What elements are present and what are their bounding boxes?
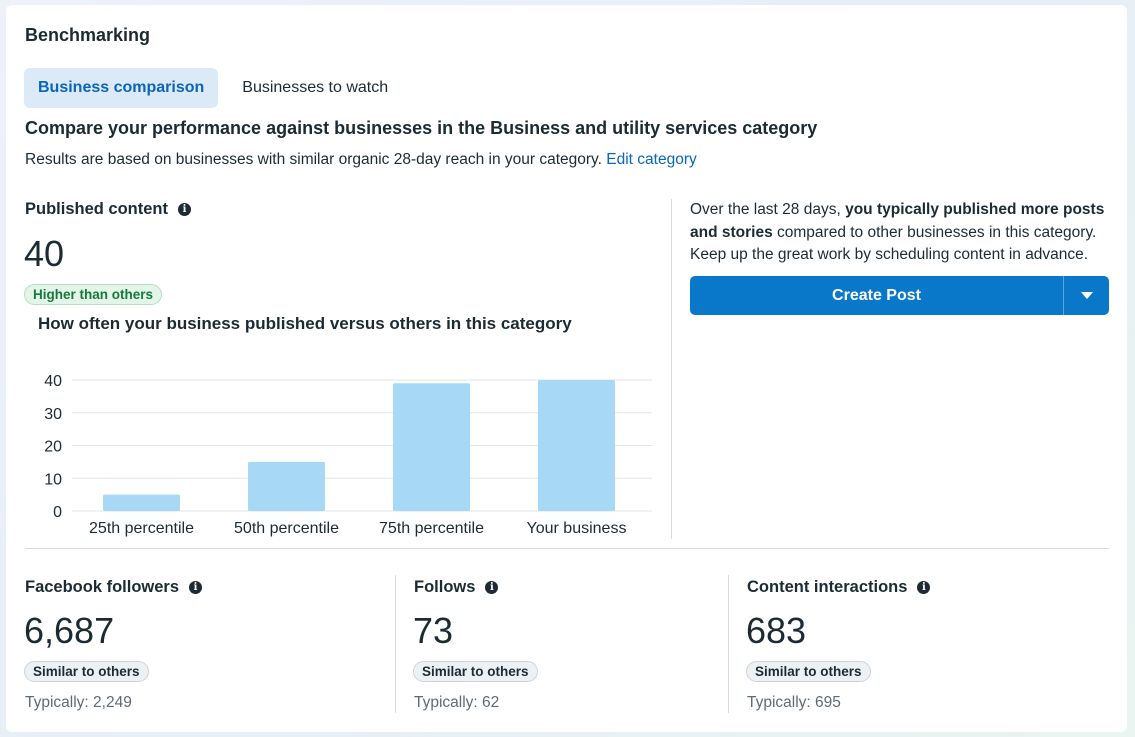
bar-75th-percentile[interactable] bbox=[393, 383, 470, 511]
facebook-followers-typical: Typically: 2,249 bbox=[25, 694, 132, 711]
section-description: Results are based on businesses with sim… bbox=[25, 151, 697, 169]
create-post-dropdown[interactable] bbox=[1064, 276, 1109, 315]
metric-divider bbox=[395, 575, 396, 713]
insight-suffix: compared to other businesses in this cat… bbox=[690, 223, 1097, 264]
published-content-value: 40 bbox=[24, 233, 65, 274]
page-title: Benchmarking bbox=[25, 25, 151, 45]
bar-your-business[interactable] bbox=[538, 380, 615, 511]
section-title: Compare your performance against busines… bbox=[25, 118, 818, 138]
bar-50th-percentile[interactable] bbox=[248, 461, 325, 511]
status-badge: Similar to others bbox=[24, 661, 149, 682]
info-icon[interactable]: i bbox=[917, 581, 931, 594]
y-tick-label: 0 bbox=[53, 504, 62, 521]
chevron-down-icon bbox=[1080, 292, 1093, 299]
chart-title: How often your business published versus… bbox=[38, 314, 572, 333]
create-post-button[interactable]: Create Post bbox=[832, 286, 921, 304]
vertical-divider bbox=[671, 199, 672, 539]
content-interactions-value: 683 bbox=[746, 610, 807, 651]
published-content-chart: 0 10 20 30 40 25th percentile 50th percentile 7… bbox=[44, 373, 652, 537]
published-content-label: Published content i bbox=[25, 200, 192, 219]
y-tick-label: 30 bbox=[44, 406, 62, 423]
x-tick-label: 50th percentile bbox=[234, 520, 339, 537]
y-tick-label: 20 bbox=[44, 439, 62, 456]
x-tick-label: Your business bbox=[527, 520, 627, 537]
content-interactions-label: Content interactions i bbox=[747, 578, 931, 597]
metric-label-text: Facebook followers bbox=[25, 578, 180, 596]
insight-text: Over the last 28 days, you typically pub… bbox=[690, 199, 1115, 267]
follows-label: Follows i bbox=[414, 578, 499, 597]
insight-prefix: Over the last 28 days, bbox=[690, 201, 846, 218]
metric-divider bbox=[728, 575, 729, 713]
facebook-followers-label: Facebook followers i bbox=[25, 578, 203, 597]
x-tick-label: 75th percentile bbox=[379, 520, 484, 537]
info-icon[interactable]: i bbox=[485, 581, 499, 594]
info-icon[interactable]: i bbox=[178, 203, 192, 216]
description-text: Results are based on businesses with sim… bbox=[25, 151, 602, 168]
y-tick-label: 40 bbox=[44, 373, 62, 390]
metric-label-text: Follows bbox=[414, 578, 476, 596]
x-tick-label: 25th percentile bbox=[89, 520, 194, 537]
bar-25th-percentile[interactable] bbox=[103, 494, 180, 511]
horizontal-divider bbox=[25, 548, 1109, 549]
y-tick-label: 10 bbox=[44, 471, 62, 488]
tab-businesses-to-watch[interactable]: Businesses to watch bbox=[242, 79, 389, 96]
insight-bold: you typically published more posts and s… bbox=[690, 201, 1105, 241]
button-separator bbox=[1063, 276, 1064, 315]
tab-business-comparison[interactable]: Business comparison bbox=[24, 68, 219, 108]
published-content-label-text: Published content bbox=[25, 200, 169, 218]
status-badge: Similar to others bbox=[413, 661, 538, 682]
edit-category-link[interactable]: Edit category bbox=[606, 151, 697, 168]
status-badge: Higher than others bbox=[24, 284, 163, 305]
follows-typical: Typically: 62 bbox=[414, 694, 500, 711]
content-interactions-typical: Typically: 695 bbox=[747, 694, 841, 711]
create-post-split-button: Create Post bbox=[690, 276, 1109, 315]
tab-bar: Business comparison Businesses to watch bbox=[24, 68, 402, 108]
follows-value: 73 bbox=[413, 610, 454, 651]
metric-label-text: Content interactions bbox=[747, 578, 908, 596]
info-icon[interactable]: i bbox=[189, 581, 203, 594]
status-badge: Similar to others bbox=[746, 661, 871, 682]
benchmarking-card: Benchmarking Business comparison Busines… bbox=[6, 5, 1127, 732]
facebook-followers-value: 6,687 bbox=[24, 610, 115, 651]
